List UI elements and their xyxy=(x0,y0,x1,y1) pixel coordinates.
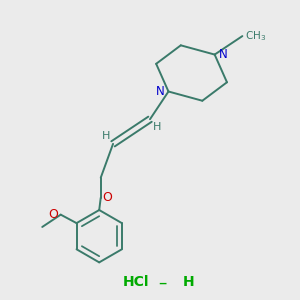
Text: H: H xyxy=(153,122,161,132)
Text: N: N xyxy=(156,85,164,98)
Text: O: O xyxy=(48,208,58,220)
Text: H: H xyxy=(102,131,110,141)
Text: –: – xyxy=(158,273,166,291)
Text: O: O xyxy=(102,191,112,204)
Text: N: N xyxy=(219,48,227,61)
Text: H: H xyxy=(183,275,194,290)
Text: CH$_3$: CH$_3$ xyxy=(245,29,267,43)
Text: HCl: HCl xyxy=(123,275,149,290)
